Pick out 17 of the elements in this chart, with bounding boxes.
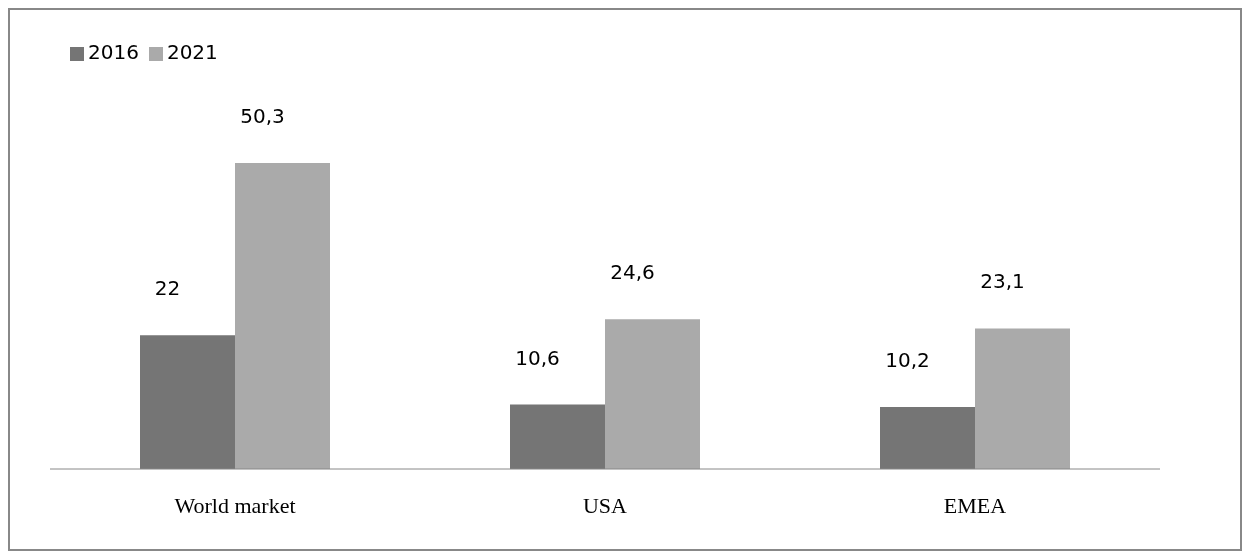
bar [975,328,1070,469]
data-label: 10,2 [885,347,930,372]
data-label: 22 [154,276,181,301]
x-tick-label: EMEA [943,492,1007,518]
bar [880,406,975,469]
bar [140,335,235,469]
x-tick-label: World market [174,492,296,518]
bar [510,404,605,469]
bar [235,163,330,469]
data-label: 23,1 [980,269,1025,294]
x-tick-label: USA [582,492,628,518]
legend-label: 2021 [166,40,218,64]
legend-label: 2016 [88,40,139,64]
data-label: 10,6 [515,345,560,370]
data-label: 50,3 [240,104,285,129]
bar [605,319,700,469]
data-label: 24,6 [610,260,655,285]
